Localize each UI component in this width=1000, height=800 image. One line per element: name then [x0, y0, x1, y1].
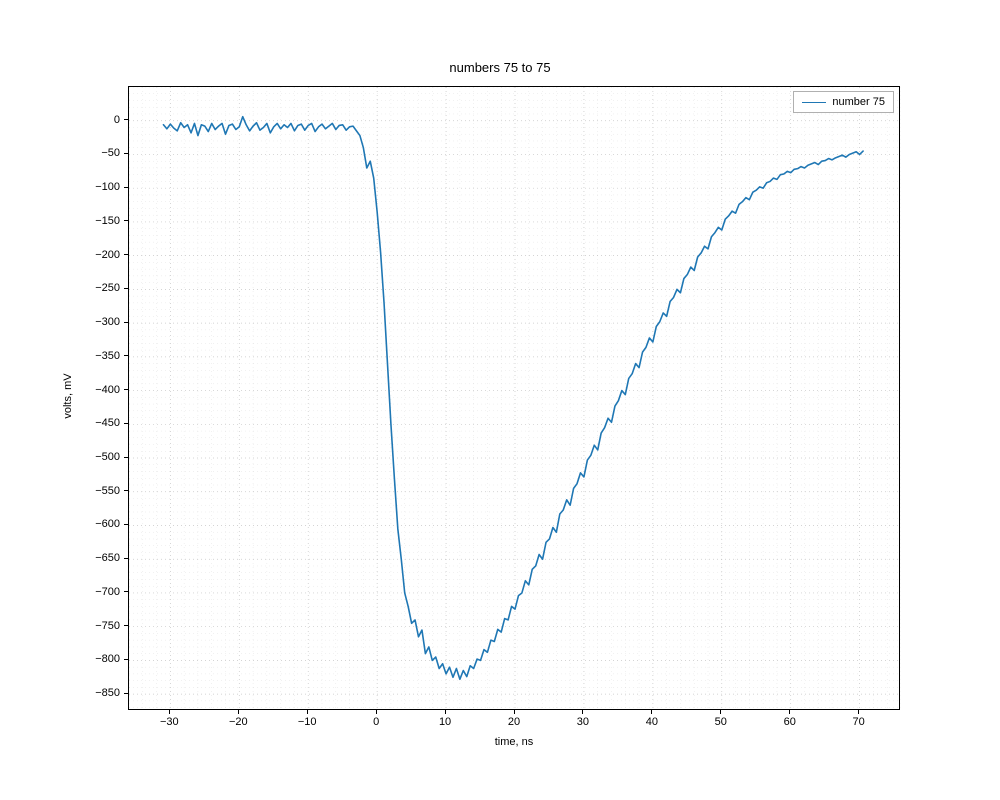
y-tick-label: −350: [82, 350, 120, 362]
x-tick-mark: [514, 710, 515, 714]
y-tick-label: −150: [82, 215, 120, 227]
plot-area: number 75: [128, 86, 900, 710]
chart-title: numbers 75 to 75: [0, 60, 1000, 75]
y-tick-mark: [124, 355, 128, 356]
legend-label: number 75: [832, 96, 885, 108]
y-tick-mark: [124, 558, 128, 559]
y-tick-mark: [124, 490, 128, 491]
y-tick-mark: [124, 423, 128, 424]
y-tick-mark: [124, 524, 128, 525]
x-tick-label: 40: [646, 716, 658, 728]
x-tick-mark: [307, 710, 308, 714]
x-tick-mark: [789, 710, 790, 714]
figure: numbers 75 to 75 number 75 time, ns volt…: [0, 0, 1000, 800]
y-tick-label: −300: [82, 316, 120, 328]
x-tick-label: 30: [577, 716, 589, 728]
y-tick-mark: [124, 591, 128, 592]
y-tick-label: −600: [82, 518, 120, 530]
x-tick-mark: [651, 710, 652, 714]
y-tick-label: −50: [82, 147, 120, 159]
x-tick-label: 60: [784, 716, 796, 728]
y-tick-label: −800: [82, 653, 120, 665]
line-layer: [129, 87, 901, 711]
y-tick-label: −850: [82, 687, 120, 699]
y-tick-label: −250: [82, 282, 120, 294]
y-tick-mark: [124, 254, 128, 255]
y-tick-label: 0: [82, 114, 120, 126]
y-axis-label: volts, mV: [62, 84, 74, 708]
y-tick-label: −650: [82, 552, 120, 564]
y-tick-label: −200: [82, 249, 120, 261]
x-tick-mark: [858, 710, 859, 714]
x-tick-label: −30: [160, 716, 179, 728]
y-tick-label: −450: [82, 417, 120, 429]
y-tick-label: −700: [82, 586, 120, 598]
legend-line-sample: [802, 102, 826, 103]
y-tick-mark: [124, 288, 128, 289]
y-tick-mark: [124, 220, 128, 221]
x-tick-label: −20: [229, 716, 248, 728]
y-tick-mark: [124, 119, 128, 120]
y-tick-mark: [124, 389, 128, 390]
y-tick-mark: [124, 187, 128, 188]
legend: number 75: [793, 91, 894, 113]
x-tick-mark: [720, 710, 721, 714]
x-tick-mark: [445, 710, 446, 714]
y-tick-label: −500: [82, 451, 120, 463]
x-tick-mark: [582, 710, 583, 714]
y-tick-label: −550: [82, 485, 120, 497]
x-tick-label: 0: [373, 716, 379, 728]
x-tick-mark: [376, 710, 377, 714]
x-axis-label: time, ns: [128, 736, 900, 748]
x-tick-label: 70: [853, 716, 865, 728]
y-tick-mark: [124, 153, 128, 154]
y-tick-label: −100: [82, 181, 120, 193]
y-tick-mark: [124, 659, 128, 660]
x-tick-mark: [169, 710, 170, 714]
x-tick-label: −10: [298, 716, 317, 728]
x-tick-mark: [238, 710, 239, 714]
x-tick-label: 50: [715, 716, 727, 728]
x-tick-label: 20: [508, 716, 520, 728]
y-tick-mark: [124, 457, 128, 458]
y-tick-mark: [124, 625, 128, 626]
y-tick-label: −750: [82, 620, 120, 632]
y-tick-mark: [124, 693, 128, 694]
y-tick-label: −400: [82, 384, 120, 396]
y-tick-mark: [124, 322, 128, 323]
x-tick-label: 10: [439, 716, 451, 728]
